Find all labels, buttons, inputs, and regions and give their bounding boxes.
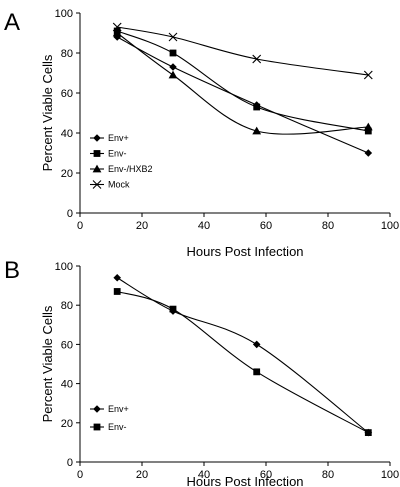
series-line (117, 26, 369, 76)
legend-marker (93, 134, 101, 142)
x-tick-label: 80 (322, 469, 334, 481)
legend-label: Env- (108, 149, 127, 159)
x-tick-label: 0 (77, 220, 83, 232)
panel-b: B 0 20 40 60 80 100 0 20 40 60 80 100 Hours Post Infe… (4, 257, 399, 487)
y-axis-title: Percent Viable Cells (40, 305, 55, 422)
legend-marker (92, 180, 102, 189)
series-mock (112, 22, 373, 80)
legend-item-env-hxb2: Env-/HXB2 (90, 164, 153, 174)
x-tick-label: 60 (260, 220, 272, 232)
panel-a: A 0 20 40 60 80 100 0 20 40 60 80 100 Hours Post Infe… (4, 8, 399, 259)
legend: Env+ Env- (90, 404, 129, 432)
x-axis-title: Hours Post Infection (186, 474, 303, 487)
data-point (364, 149, 373, 157)
legend-item-env: Env- (90, 422, 127, 432)
panel-letter: A (4, 9, 20, 36)
data-point (169, 63, 177, 71)
data-point (168, 70, 178, 79)
data-point (169, 305, 177, 313)
legend-label: Env+ (108, 133, 129, 143)
data-point (112, 28, 122, 37)
x-tick-label: 80 (322, 220, 334, 232)
legend-marker (93, 423, 101, 431)
x-tick-label: 20 (136, 469, 148, 481)
x-marker-stroke (168, 32, 178, 42)
series-line (116, 277, 369, 434)
y-tick-label: 0 (67, 208, 73, 220)
legend-item-env: Env+ (90, 404, 129, 414)
y-tick-label: 60 (61, 88, 73, 100)
legend-item-mock: Mock (90, 180, 130, 190)
series-env (113, 288, 372, 436)
legend-label: Env+ (108, 404, 129, 414)
y-tick-label: 40 (61, 128, 73, 140)
data-point (252, 340, 261, 349)
y-tick-label: 0 (67, 457, 73, 469)
legend-marker (93, 405, 101, 413)
legend-marker (92, 164, 102, 173)
series-line (116, 32, 369, 135)
y-tick-label: 40 (61, 379, 73, 391)
series-env (113, 33, 373, 157)
x-marker-stroke (92, 180, 102, 189)
x-tick-label: 100 (381, 469, 399, 481)
data-point (252, 126, 262, 135)
legend-item-env: Env+ (90, 133, 129, 143)
x-marker-stroke (112, 22, 122, 32)
data-point (364, 127, 372, 135)
x-tick-label: 0 (77, 469, 83, 481)
data-point (253, 368, 261, 376)
y-tick-label: 60 (61, 339, 73, 351)
x-tick-label: 100 (381, 220, 399, 232)
series-env (113, 273, 373, 437)
series-env-hxb2 (112, 28, 373, 135)
data-point (168, 32, 178, 42)
data-point (113, 288, 121, 295)
y-tick-label: 80 (61, 48, 73, 60)
x-tick-label: 40 (198, 220, 210, 232)
data-point (113, 273, 121, 282)
y-tick-label: 100 (55, 261, 73, 273)
legend-marker (93, 150, 101, 157)
data-point (169, 49, 177, 57)
legend: Env+ Env- Env-/HXB2 Mock (90, 133, 153, 190)
data-point (363, 70, 373, 80)
series-line (117, 290, 369, 434)
series-line (116, 30, 369, 132)
series-line (116, 36, 369, 154)
x-marker-stroke (252, 54, 262, 64)
y-tick-label: 20 (61, 168, 73, 180)
data-point (253, 103, 261, 111)
data-point (252, 54, 262, 64)
y-tick-label: 100 (55, 8, 73, 20)
data-point (364, 429, 372, 436)
panel-letter: B (4, 257, 20, 284)
y-axis-title: Percent Viable Cells (40, 54, 55, 171)
x-tick-label: 20 (136, 220, 148, 232)
legend-label: Env-/HXB2 (108, 164, 153, 174)
y-tick-label: 80 (61, 300, 73, 312)
legend-item-env: Env- (90, 149, 127, 159)
x-axis-title: Hours Post Infection (186, 244, 303, 259)
x-tick-label: 40 (198, 469, 210, 481)
legend-label: Mock (108, 180, 130, 190)
legend-label: Env- (108, 422, 127, 432)
x-marker-stroke (363, 70, 373, 80)
x-tick-label: 60 (260, 469, 272, 481)
data-point (112, 22, 122, 32)
y-tick-label: 20 (61, 418, 73, 430)
series-env (113, 27, 372, 135)
data-point (363, 122, 373, 131)
